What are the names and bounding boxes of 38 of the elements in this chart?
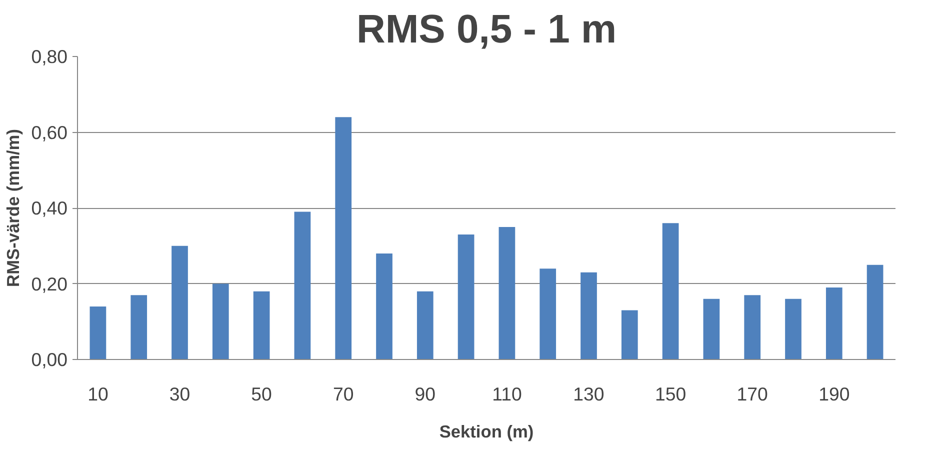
x-tick-label: 110 (492, 384, 522, 404)
bar (703, 298, 720, 360)
bar (662, 223, 679, 360)
y-tick-label: 0,20 (31, 273, 68, 294)
x-tick-label: 30 (169, 384, 190, 404)
x-tick-label: 130 (573, 384, 604, 404)
bar (540, 268, 556, 360)
bar (294, 212, 311, 360)
x-axis-title: Sektion (m) (439, 422, 534, 442)
bar (458, 234, 474, 360)
bar (621, 310, 638, 360)
bar (744, 295, 761, 360)
x-tick-label: 10 (88, 384, 108, 404)
bar (172, 246, 188, 360)
x-tick-label: 170 (736, 384, 768, 404)
bar (580, 272, 597, 360)
bar (376, 253, 392, 360)
x-tick-label: 50 (251, 384, 272, 404)
bar (335, 117, 352, 360)
x-tick-label: 70 (332, 384, 354, 404)
x-tick-label: 150 (654, 384, 686, 404)
bar (826, 288, 842, 360)
y-tick-label: 0,00 (31, 349, 68, 370)
x-tick-label: 90 (414, 384, 436, 404)
bar (90, 306, 106, 360)
y-tick-label: 0,40 (31, 198, 68, 218)
y-axis-title: RMS-värde (mm/m) (3, 129, 24, 287)
y-tick-label: 0,80 (31, 46, 68, 67)
bar (866, 264, 884, 360)
bar (253, 291, 270, 360)
x-tick-label: 190 (818, 384, 850, 404)
bar (130, 295, 148, 360)
bar (498, 226, 516, 360)
bar (785, 298, 802, 360)
chart-title: RMS 0,5 - 1 m (356, 8, 617, 52)
bar (212, 284, 229, 360)
bar (416, 291, 434, 360)
y-tick-label: 0,60 (31, 122, 68, 143)
